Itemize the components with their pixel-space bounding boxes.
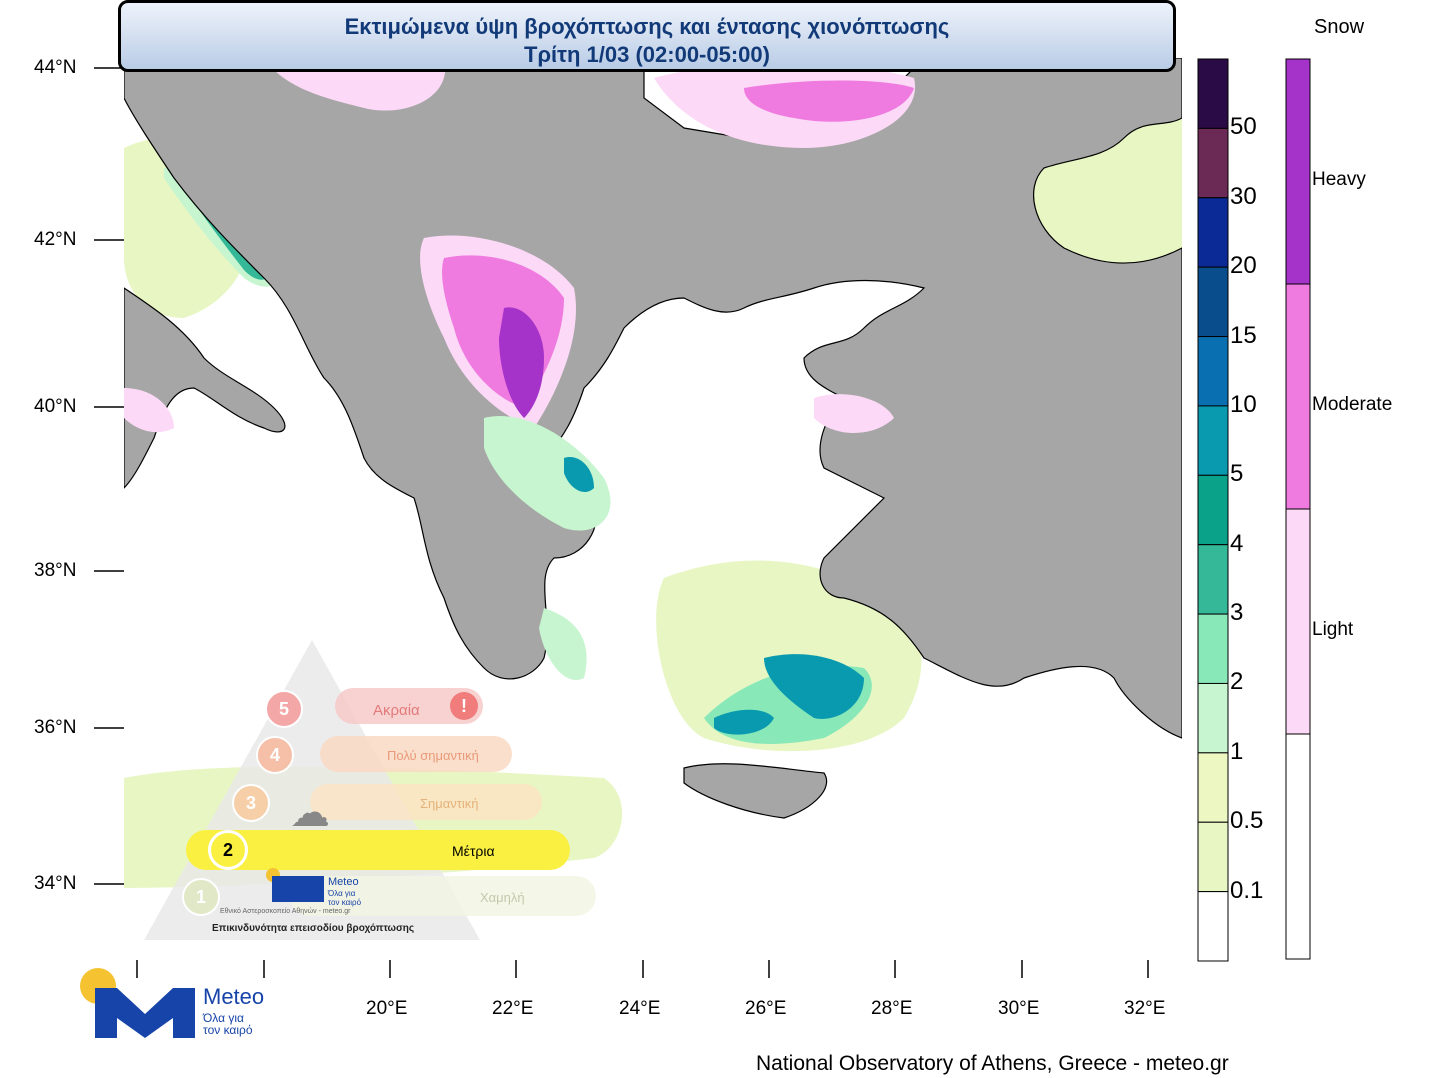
lat-label: 38°N bbox=[34, 560, 77, 581]
hazard-level-5-label: Ακραία bbox=[373, 702, 420, 719]
rain-area bbox=[564, 457, 594, 493]
snow-colorbar bbox=[1285, 58, 1311, 960]
lon-label: 22°E bbox=[492, 998, 534, 1019]
lat-label: 34°N bbox=[34, 873, 77, 894]
hazard-level-1-badge: 1 bbox=[182, 878, 220, 916]
map-title-line1: Εκτιμώμενα ύψη βροχόπτωσης και έντασης χ… bbox=[344, 14, 950, 39]
hazard-caption: Επικινδυνότητα επεισοδίου βροχόπτωσης bbox=[212, 923, 415, 934]
snow-area bbox=[744, 80, 914, 122]
hazard-level-2-badge: 2 bbox=[208, 830, 248, 870]
land-balkans bbox=[123, 57, 1183, 739]
rain-colorbar-label: 50 bbox=[1230, 113, 1257, 141]
lon-label: 32°E bbox=[1124, 998, 1166, 1019]
hazard-level-3-label: Σημαντική bbox=[420, 796, 479, 811]
hazard-level-3-bar bbox=[310, 784, 542, 820]
rain-area bbox=[539, 608, 587, 680]
rain-colorbar-segment bbox=[1197, 821, 1229, 893]
meteo-tagline-small: Όλα για τον καιρό bbox=[328, 889, 362, 907]
rain-colorbar-segment bbox=[1197, 405, 1229, 476]
rain-colorbar-label: 30 bbox=[1230, 182, 1257, 210]
snow-colorbar-segment bbox=[1285, 58, 1311, 285]
snow-level-heavy: Heavy bbox=[1312, 169, 1366, 190]
rain-colorbar-segment bbox=[1197, 682, 1229, 754]
rain-area bbox=[714, 709, 774, 735]
meteo-brand: Meteo bbox=[203, 984, 265, 1009]
snow-legend-title: Snow bbox=[1314, 16, 1365, 38]
snow-area bbox=[124, 388, 174, 433]
hazard-level-5-badge: 5 bbox=[265, 690, 303, 728]
meteo-tagline-line2: τον καιρό bbox=[203, 1023, 253, 1037]
lat-label: 40°N bbox=[34, 396, 77, 417]
meteo-logo-small bbox=[272, 876, 324, 902]
rain-colorbar bbox=[1197, 58, 1229, 962]
lon-label: 24°E bbox=[619, 998, 661, 1019]
credit-footer: National Observatory of Athens, Greece -… bbox=[756, 1052, 1229, 1075]
lat-label: 42°N bbox=[34, 229, 77, 250]
rain-colorbar-segment bbox=[1197, 613, 1229, 684]
rain-colorbar-label: 1 bbox=[1230, 737, 1244, 765]
snow-colorbar-segment bbox=[1285, 733, 1311, 960]
hazard-level-4-bar bbox=[320, 736, 512, 772]
lat-label: 36°N bbox=[34, 717, 77, 738]
rain-colorbar-segment bbox=[1197, 544, 1229, 615]
hazard-institute: Εθνικό Αστεροσκοπείο Αθηνών - meteo.gr bbox=[220, 908, 351, 915]
hazard-level-1-label: Χαμηλή bbox=[480, 890, 525, 905]
rain-colorbar-label: 4 bbox=[1230, 529, 1244, 557]
hazard-level-1-bar bbox=[290, 876, 596, 916]
rain-colorbar-segment bbox=[1197, 197, 1229, 268]
meteo-brand-small: Meteo bbox=[328, 876, 359, 888]
rain-colorbar-label: 5 bbox=[1230, 460, 1244, 488]
rain-colorbar-segment bbox=[1197, 127, 1229, 199]
rain-colorbar-label: 15 bbox=[1230, 321, 1257, 349]
rain-colorbar-label: 0.1 bbox=[1230, 876, 1264, 904]
rain-colorbar-segment bbox=[1197, 752, 1229, 823]
rain-colorbar-label: 3 bbox=[1230, 599, 1244, 627]
rain-area bbox=[764, 654, 864, 719]
lon-label: 28°E bbox=[871, 998, 913, 1019]
lat-label: 44°N bbox=[34, 57, 77, 78]
axis-ticks bbox=[94, 67, 1149, 978]
lon-label: 20°E bbox=[366, 998, 408, 1019]
meteo-logo-icon bbox=[95, 988, 195, 1038]
snow-area bbox=[499, 307, 544, 418]
rain-colorbar-segment bbox=[1197, 336, 1229, 407]
snow-area bbox=[814, 394, 894, 433]
hazard-level-2-label: Μέτρια bbox=[452, 843, 495, 859]
rain-colorbar-segment bbox=[1197, 266, 1229, 338]
snow-level-moderate: Moderate bbox=[1312, 394, 1393, 415]
hazard-level-4-label: Πολύ σημαντική bbox=[387, 748, 479, 763]
hazard-level-3-badge: 3 bbox=[232, 784, 270, 822]
map-title-box: Εκτιμώμενα ύψη βροχόπτωσης και έντασης χ… bbox=[118, 0, 1176, 72]
hazard-level-2-bar bbox=[186, 830, 570, 870]
rain-colorbar-label: 20 bbox=[1230, 252, 1257, 280]
snow-colorbar-segment bbox=[1285, 283, 1311, 510]
land-italy bbox=[123, 286, 286, 490]
rain-cloud-icon: ☁ bbox=[290, 791, 330, 835]
land-crete bbox=[683, 763, 828, 819]
meteo-tagline: Όλα για τον καιρό bbox=[203, 1012, 253, 1036]
warning-icon: ! bbox=[450, 692, 478, 720]
rain-area bbox=[484, 416, 611, 531]
rain-colorbar-segment bbox=[1197, 474, 1229, 546]
hazard-pyramid-inset: 5 Ακραία ! 4 Πολύ σημαντική 3 Σημαντική … bbox=[140, 640, 596, 945]
meteo-tagline-line1: Όλα για bbox=[203, 1011, 244, 1025]
rain-colorbar-segment bbox=[1197, 891, 1229, 962]
lon-label: 26°E bbox=[745, 998, 787, 1019]
rain-colorbar-label: 2 bbox=[1230, 668, 1244, 696]
lon-label: 30°E bbox=[998, 998, 1040, 1019]
snow-level-light: Light bbox=[1312, 619, 1354, 640]
hazard-level-4-badge: 4 bbox=[256, 736, 294, 774]
snow-colorbar-segment bbox=[1285, 508, 1311, 735]
rain-colorbar-label: 10 bbox=[1230, 390, 1257, 418]
rain-colorbar-segment bbox=[1197, 58, 1229, 129]
rain-colorbar-label: 0.5 bbox=[1230, 807, 1264, 835]
map-title-line2: Τρίτη 1/03 (02:00-05:00) bbox=[524, 42, 770, 67]
